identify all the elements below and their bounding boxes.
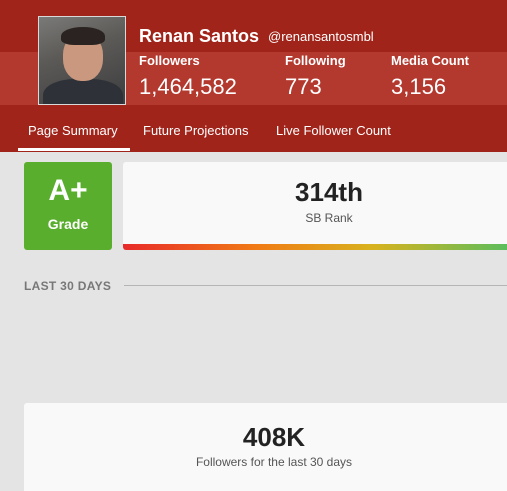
grade-label: Grade [47, 216, 89, 232]
profile-name: Renan Santos [139, 26, 260, 46]
tab[interactable]: Live Follower Count [276, 123, 391, 138]
summary-value: 408K [242, 422, 306, 452]
rank-gradient-bar [123, 244, 507, 250]
stat-value: 1,464,582 [139, 74, 237, 99]
stat-label: Followers [139, 53, 200, 68]
stat-label: Media Count [391, 53, 469, 68]
stat-value: 773 [285, 74, 322, 99]
rank-value: 314th [295, 177, 363, 207]
rank-label: SB Rank [305, 211, 353, 225]
grade-value: A+ [48, 174, 88, 207]
grade-box: A+ Grade [24, 162, 112, 250]
tab[interactable]: Page Summary [28, 123, 118, 138]
stat-label: Following [285, 53, 346, 68]
stat-value: 3,156 [391, 74, 447, 99]
avatar-shoulders [43, 79, 123, 104]
active-tab-underline [18, 148, 130, 151]
summary-card: 408K Followers for the last 30 days [24, 403, 507, 491]
avatar [38, 16, 126, 105]
avatar-hair [61, 27, 105, 45]
profile-handle: @renansantosmbl [268, 29, 374, 44]
tab[interactable]: Future Projections [143, 123, 249, 138]
summary-label: Followers for the last 30 days [195, 455, 353, 469]
section-rule [124, 285, 507, 286]
section-title: LAST 30 DAYS [24, 279, 112, 293]
rank-card: 314th SB Rank [123, 162, 507, 250]
